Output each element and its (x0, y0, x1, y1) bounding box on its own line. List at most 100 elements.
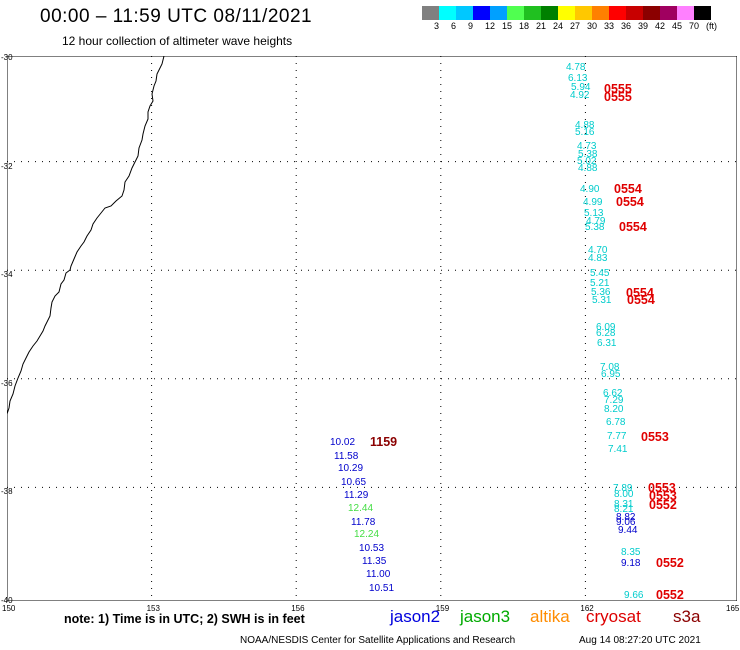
wave-height-value: 4.78 (566, 62, 586, 73)
grid-lines (7, 56, 737, 601)
latitude-label: -30 (1, 53, 13, 62)
pass-time-label: 0554 (614, 182, 642, 196)
colorbar-label: 30 (587, 21, 598, 31)
colorbar-labels: 3 6 9 12 15 18 21 24 27 30 33 36 39 42 45 70 (ft) (422, 21, 740, 33)
longitude-label: 156 (291, 604, 305, 613)
wave-height-value: 7.08 (600, 362, 620, 373)
colorbar-label: 42 (655, 21, 666, 31)
colorbar-label: 39 (638, 21, 649, 31)
pass-time-label: 0553 (641, 430, 669, 444)
colorbar-swatch (626, 6, 643, 20)
coastline (7, 56, 165, 415)
wave-height-value: 10.29 (338, 463, 364, 474)
wave-height-value: 11.58 (334, 451, 359, 462)
colorbar-label: 18 (519, 21, 530, 31)
page-subtitle: 12 hour collection of altimeter wave hei… (62, 34, 293, 48)
wave-height-value: 8.31 (614, 499, 634, 510)
longitude-label: 159 (435, 604, 450, 613)
colorbar-label: 70 (689, 21, 700, 31)
wave-height-value: 4.99 (583, 197, 603, 208)
colorbar-label: 6 (451, 21, 457, 31)
wave-height-value: 8.20 (604, 404, 624, 415)
colorbar-swatch (660, 6, 677, 20)
colorbar-swatch (592, 6, 609, 20)
wave-height-value: 6.09 (596, 322, 616, 333)
pass-time-label: 0554 (616, 195, 644, 209)
wave-height-value: 11.78 (351, 517, 376, 528)
wave-height-value: 6.62 (603, 388, 623, 399)
colorbar-label: 36 (621, 21, 632, 31)
wave-height-value: 8.21 (614, 504, 634, 515)
colorbar-swatch (507, 6, 524, 20)
colorbar-label: 21 (536, 21, 547, 31)
legend-cryosat: cryosat (586, 607, 641, 626)
wave-height-value: 5.21 (590, 278, 610, 289)
wave-height-value: 7.89 (613, 483, 633, 494)
pass-time-label: 0552 (656, 556, 684, 570)
colorbar-swatch (575, 6, 592, 20)
pass-time-label: 0552 (656, 588, 684, 602)
wave-height-value: 4.88 (575, 120, 595, 131)
wave-height-value: 8.35 (621, 547, 641, 558)
colorbar-swatch (558, 6, 575, 20)
pass-time-label: 0554 (626, 286, 654, 300)
colorbar-swatch (677, 6, 694, 20)
longitude-label: 150 (2, 604, 16, 613)
pass-time-label: 0553 (649, 489, 677, 503)
pass-time-label: 0554 (627, 293, 655, 307)
wave-height-value: 11.35 (362, 556, 387, 567)
wave-height-value: 8.82 (616, 512, 636, 523)
colorbar-swatch (456, 6, 473, 20)
latitude-label: -36 (1, 378, 13, 388)
wave-height-value: 5.16 (575, 127, 595, 138)
wave-height-value: 6.78 (606, 417, 626, 428)
wave-height-value: 7.29 (604, 395, 624, 406)
footer-credit: NOAA/NESDIS Center for Satellite Applica… (240, 635, 516, 646)
pass-time-label: 0555 (604, 82, 632, 96)
wave-height-value: 10.65 (341, 477, 367, 488)
colorbar-label: 24 (553, 21, 564, 31)
wave-height-value: 6.31 (597, 338, 617, 349)
wave-height-value: 9.44 (618, 525, 638, 536)
wave-height-value: 8.00 (614, 489, 634, 500)
legend-jason3: jason3 (460, 607, 511, 626)
latitude-label: -34 (1, 270, 13, 279)
legend-s3a: s3a (673, 607, 701, 626)
wave-height-value: 9.06 (616, 517, 636, 528)
colorbar-label: 33 (604, 21, 615, 31)
wave-height-value: 11.00 (366, 569, 391, 580)
wave-height-value: 11.29 (344, 490, 369, 501)
map-frame (7, 56, 737, 601)
colorbar-label: 12 (485, 21, 496, 31)
colorbar-swatch (473, 6, 490, 20)
latitude-label: -38 (1, 487, 13, 496)
wave-height-value: 4.70 (588, 245, 608, 256)
longitude-label: 165 (726, 604, 740, 613)
wave-height-value: 4.90 (580, 184, 600, 195)
wave-height-value: 4.83 (588, 253, 608, 264)
wave-height-value: 4.92 (570, 90, 590, 101)
colorbar-swatch (694, 6, 711, 20)
colorbar-label: 15 (502, 21, 513, 31)
legend-altika: altika (530, 607, 570, 626)
wave-height-value: 5.94 (571, 82, 591, 93)
pass-time-label: 0554 (619, 220, 647, 234)
pass-time-label: 0552 (649, 498, 677, 512)
colorbar-label: (ft) (706, 21, 717, 31)
wave-height-value: 12.44 (348, 503, 374, 514)
wave-height-value: 4.88 (578, 163, 598, 174)
colorbar-swatch (609, 6, 626, 20)
colorbar-label: 45 (672, 21, 683, 31)
colorbar-swatch (643, 6, 660, 20)
wave-height-value: 9.66 (624, 590, 644, 601)
colorbar-swatch (439, 6, 456, 20)
wave-height-value: 5.38 (578, 149, 598, 160)
wave-height-value: 4.73 (577, 141, 597, 152)
wave-height-value: 6.95 (601, 369, 621, 380)
colorbar (422, 6, 711, 20)
legend-note: note: 1) Time is in UTC; 2) SWH is in fe… (64, 612, 305, 626)
wave-height-value: 12.24 (354, 529, 380, 540)
wave-height-value: 6.28 (596, 328, 616, 339)
wave-height-value: 10.53 (359, 543, 385, 554)
pass-time-label: 0555 (604, 90, 632, 104)
